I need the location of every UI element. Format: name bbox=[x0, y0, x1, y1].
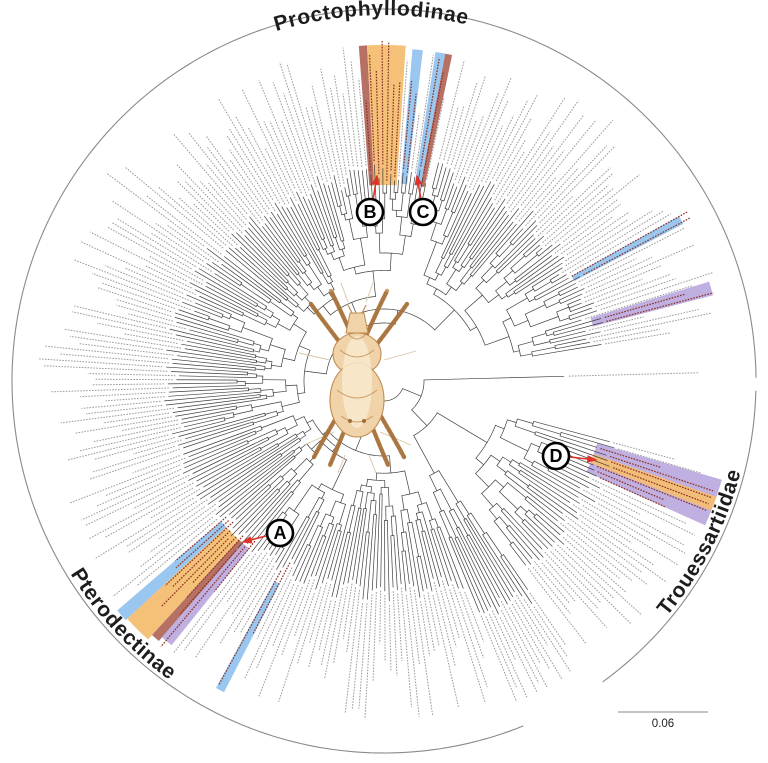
marker-c-arrow bbox=[414, 174, 423, 201]
highlight-wedge-c-blue bbox=[400, 49, 423, 185]
marker-c-letter: C bbox=[417, 202, 430, 222]
highlight-wedge-right-purple bbox=[590, 281, 714, 327]
tree-branches bbox=[164, 162, 615, 615]
marker-b-circle bbox=[355, 197, 385, 227]
highlight-wedge-a-blue bbox=[117, 521, 227, 621]
highlight-wedge-c-red_brown bbox=[420, 53, 453, 188]
marker-c: C bbox=[408, 174, 438, 227]
clade-label-proctophyllodinae: Proctophyllodinae bbox=[271, 0, 471, 36]
marker-d-arrow bbox=[569, 455, 598, 463]
marker-b-arrow bbox=[371, 174, 380, 201]
feather-mite-illustration bbox=[298, 282, 417, 474]
marker-d-circle bbox=[541, 441, 571, 471]
marker-d: D bbox=[541, 441, 598, 471]
tip-labels bbox=[37, 40, 714, 720]
clade-markers: A B C D bbox=[241, 174, 598, 548]
highlight-wedge-right-blue bbox=[571, 216, 684, 282]
figure-boundary-arc-1 bbox=[11, 8, 757, 754]
highlight-wedge-c-blue bbox=[414, 52, 446, 187]
scale-bar-value: 0.06 bbox=[652, 718, 674, 730]
figure-boundary-arc-2 bbox=[602, 390, 757, 683]
feather-mite-illustration bbox=[298, 282, 417, 474]
highlight-wedge-a-red_brown bbox=[152, 539, 244, 642]
marker-a-letter: A bbox=[274, 523, 287, 543]
highlight-wedge-d-orange bbox=[590, 454, 717, 511]
marker-a: A bbox=[241, 518, 295, 548]
marker-b: B bbox=[355, 174, 385, 227]
highlight-wedge-a-purple bbox=[162, 543, 250, 646]
highlight-wedge-a-lower-blue bbox=[215, 580, 280, 693]
highlight-wedge-a-orange bbox=[127, 527, 240, 640]
marker-d-letter: D bbox=[550, 446, 563, 466]
scale-bar: 0.06 bbox=[618, 711, 708, 730]
marker-a-arrow bbox=[241, 535, 267, 544]
marker-b-letter: B bbox=[364, 202, 377, 222]
marker-a-circle bbox=[265, 518, 295, 548]
marker-c-circle bbox=[408, 197, 438, 227]
outer-boundary-arcs bbox=[11, 8, 757, 754]
